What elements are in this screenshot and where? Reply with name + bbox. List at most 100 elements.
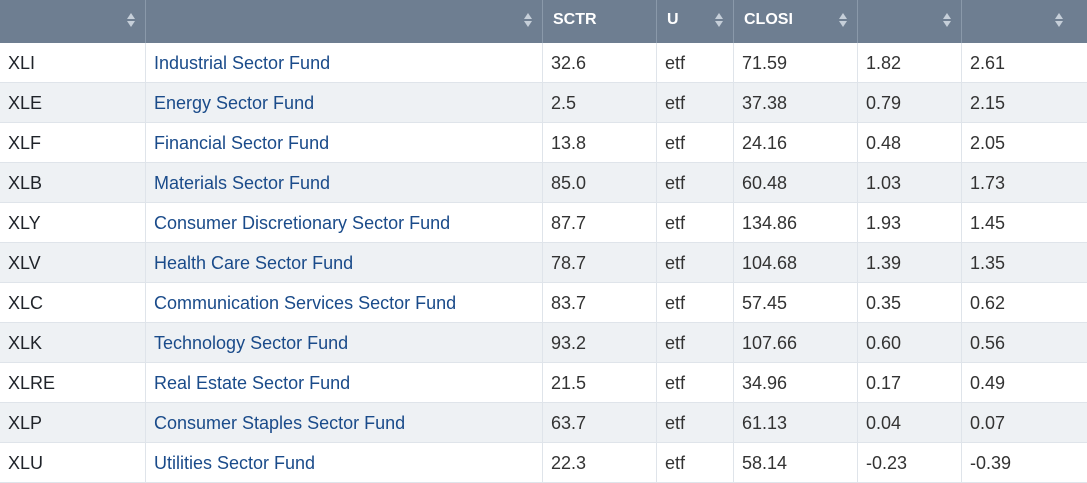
symbol-cell: XLE <box>0 83 146 123</box>
col7-cell: 2.05 <box>970 133 1006 153</box>
col6-cell: 0.35 <box>858 283 962 323</box>
col6-cell: 0.60 <box>858 323 962 363</box>
symbol-cell: XLI <box>0 43 146 83</box>
fund-name-link[interactable]: Consumer Discretionary Sector Fund <box>146 203 543 243</box>
col7-cell: 0.62 <box>970 293 1006 313</box>
close-cell: 71.59 <box>734 43 858 83</box>
sctr-cell: 2.5 <box>543 83 657 123</box>
symbol-cell: XLV <box>0 243 146 283</box>
table-row: XLB Materials Sector Fund 85.0 etf 60.48 1.03… <box>0 163 1087 203</box>
table-row: XLP Consumer Staples Sector Fund 63.7 etf 61… <box>0 403 1087 443</box>
symbol-cell: XLC <box>0 283 146 323</box>
col7-cell: 0.56 <box>970 333 1006 353</box>
col6-cell: 1.39 <box>858 243 962 283</box>
sctr-cell: 78.7 <box>543 243 657 283</box>
col6-cell: 1.03 <box>858 163 962 203</box>
symbol-cell: XLU <box>0 443 146 483</box>
fund-name-link[interactable]: Real Estate Sector Fund <box>146 363 543 403</box>
close-cell: 104.68 <box>734 243 858 283</box>
table-row: XLE Energy Sector Fund 2.5 etf 37.38 0.79 2.15 <box>0 83 1087 123</box>
col6-cell: 0.17 <box>858 363 962 403</box>
header-sctr-label: SCTR <box>553 11 597 28</box>
sctr-cell: 85.0 <box>543 163 657 203</box>
table-row: XLC Communication Services Sector Fund 83.… <box>0 283 1087 323</box>
symbol-cell: XLY <box>0 203 146 243</box>
fund-name-link[interactable]: Health Care Sector Fund <box>146 243 543 283</box>
close-cell: 134.86 <box>734 203 858 243</box>
close-cell: 57.45 <box>734 283 858 323</box>
table-row: XLI Industrial Sector Fund 32.6 etf 71.59 1.8… <box>0 43 1087 83</box>
fund-name-link[interactable]: Financial Sector Fund <box>146 123 543 163</box>
fund-name-link[interactable]: Consumer Staples Sector Fund <box>146 403 543 443</box>
universe-cell: etf <box>657 283 734 323</box>
table-row: XLF Financial Sector Fund 13.8 etf 24.16 0.48… <box>0 123 1087 163</box>
col7-cell: 0.07 <box>970 413 1006 433</box>
universe-cell: etf <box>657 43 734 83</box>
col6-cell: 1.82 <box>858 43 962 83</box>
symbol-cell: XLF <box>0 123 146 163</box>
sctr-cell: 21.5 <box>543 363 657 403</box>
header-close-label: CLOSI <box>744 11 793 28</box>
symbol-cell: XLK <box>0 323 146 363</box>
close-cell: 24.16 <box>734 123 858 163</box>
col6-cell: -0.23 <box>858 443 962 483</box>
col7-cell: 2.61 <box>970 53 1006 73</box>
table-row: XLY Consumer Discretionary Sector Fund 87.… <box>0 203 1087 243</box>
header-close[interactable]: CLOSI <box>734 0 858 43</box>
close-cell: 60.48 <box>734 163 858 203</box>
close-cell: 37.38 <box>734 83 858 123</box>
universe-cell: etf <box>657 443 734 483</box>
sort-icon[interactable] <box>839 12 847 28</box>
table-header: SCTR U CLOSI <box>0 0 1087 43</box>
header-universe[interactable]: U <box>657 0 734 43</box>
universe-cell: etf <box>657 323 734 363</box>
col7-cell: -0.39 <box>970 453 1012 473</box>
sctr-cell: 13.8 <box>543 123 657 163</box>
header-col6[interactable] <box>858 0 962 43</box>
header-col7[interactable] <box>962 0 1087 43</box>
col7-cell: 1.35 <box>970 253 1006 273</box>
header-universe-label: U <box>667 11 679 28</box>
fund-name-link[interactable]: Industrial Sector Fund <box>146 43 543 83</box>
col7-cell: 1.73 <box>970 173 1006 193</box>
sort-icon[interactable] <box>524 12 532 28</box>
col7-cell: 2.15 <box>970 93 1006 113</box>
close-cell: 61.13 <box>734 403 858 443</box>
sctr-cell: 83.7 <box>543 283 657 323</box>
fund-name-link[interactable]: Utilities Sector Fund <box>146 443 543 483</box>
sctr-cell: 87.7 <box>543 203 657 243</box>
sctr-cell: 22.3 <box>543 443 657 483</box>
fund-name-link[interactable]: Energy Sector Fund <box>146 83 543 123</box>
sort-icon[interactable] <box>127 12 135 28</box>
universe-cell: etf <box>657 203 734 243</box>
table-row: XLRE Real Estate Sector Fund 21.5 etf 34.96 0… <box>0 363 1087 403</box>
symbol-cell: XLRE <box>0 363 146 403</box>
header-sctr[interactable]: SCTR <box>543 0 657 43</box>
fund-name-link[interactable]: Technology Sector Fund <box>146 323 543 363</box>
sort-icon[interactable] <box>715 12 723 28</box>
universe-cell: etf <box>657 363 734 403</box>
col6-cell: 1.93 <box>858 203 962 243</box>
universe-cell: etf <box>657 403 734 443</box>
sctr-cell: 32.6 <box>543 43 657 83</box>
col6-cell: 0.79 <box>858 83 962 123</box>
sort-icon[interactable] <box>1055 12 1063 28</box>
symbol-cell: XLB <box>0 163 146 203</box>
col6-cell: 0.04 <box>858 403 962 443</box>
table-row: XLU Utilities Sector Fund 22.3 etf 58.14 -0.2… <box>0 443 1087 483</box>
universe-cell: etf <box>657 243 734 283</box>
fund-name-link[interactable]: Materials Sector Fund <box>146 163 543 203</box>
col7-cell: 1.45 <box>970 213 1006 233</box>
universe-cell: etf <box>657 123 734 163</box>
symbol-cell: XLP <box>0 403 146 443</box>
sort-icon[interactable] <box>943 12 951 28</box>
fund-name-link[interactable]: Communication Services Sector Fund <box>146 283 543 323</box>
header-name[interactable] <box>146 0 543 43</box>
header-symbol[interactable] <box>0 0 146 43</box>
sctr-cell: 93.2 <box>543 323 657 363</box>
close-cell: 58.14 <box>734 443 858 483</box>
universe-cell: etf <box>657 163 734 203</box>
sctr-cell: 63.7 <box>543 403 657 443</box>
close-cell: 34.96 <box>734 363 858 403</box>
